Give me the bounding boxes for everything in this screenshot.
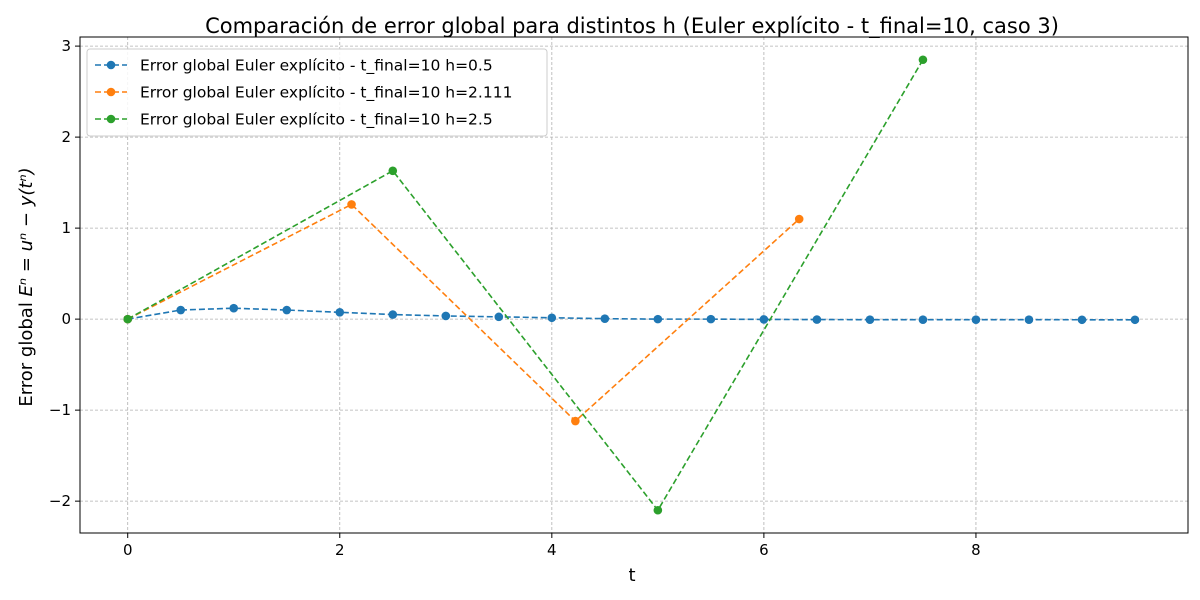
data-point — [123, 314, 133, 324]
series-layer — [123, 55, 1140, 515]
data-point — [229, 303, 239, 313]
legend-marker — [106, 114, 116, 124]
x-axis-label: t — [628, 565, 635, 586]
data-point — [388, 310, 398, 319]
legend-marker — [106, 60, 116, 70]
x-tick-label: 6 — [759, 541, 769, 559]
legend-label: Error global Euler explícito - t_final=1… — [140, 57, 493, 76]
x-axis: 0 2 4 6 8 — [123, 533, 981, 559]
legend-label: Error global Euler explícito - t_final=1… — [140, 111, 493, 130]
legend-item: Error global Euler explícito - t_final=1… — [95, 84, 512, 103]
data-point — [282, 305, 292, 315]
y-tick-label: −2 — [49, 492, 71, 510]
data-point — [653, 314, 663, 324]
data-point — [865, 315, 875, 324]
data-point — [1077, 315, 1087, 325]
data-point — [571, 416, 580, 426]
legend-box — [86, 48, 548, 137]
y-axis-label: Error global Eⁿ = uⁿ − y(tⁿ) — [16, 167, 37, 406]
series-1 — [123, 303, 1140, 325]
y-tick-label: 3 — [61, 37, 71, 55]
legend: Error global Euler explícito - t_final=1… — [86, 48, 548, 137]
y-axis-label-prefix: Error global — [16, 296, 37, 406]
data-point — [441, 311, 451, 321]
x-tick-label: 4 — [547, 541, 557, 559]
data-point — [971, 315, 981, 324]
y-tick-label: −1 — [49, 401, 71, 419]
data-point — [653, 505, 663, 515]
data-point — [600, 314, 610, 323]
series-line — [127, 59, 924, 512]
data-point — [547, 313, 557, 323]
data-point — [1024, 315, 1034, 324]
series-2 — [123, 200, 804, 426]
data-point — [794, 214, 804, 224]
series-3 — [123, 55, 928, 515]
x-tick-label: 8 — [971, 541, 981, 559]
data-point — [1130, 315, 1140, 325]
data-point — [388, 166, 398, 176]
x-tick-label: 2 — [335, 541, 345, 559]
legend-item: Error global Euler explícito - t_final=1… — [95, 57, 493, 76]
x-tick-label: 0 — [123, 541, 133, 559]
data-point — [176, 305, 186, 315]
y-axis: −2 −1 0 1 2 3 — [49, 37, 80, 510]
data-point — [918, 315, 928, 324]
data-point — [335, 308, 345, 317]
data-point — [759, 315, 769, 324]
data-point — [494, 312, 504, 322]
plot-frame — [79, 36, 1189, 534]
data-point — [918, 55, 928, 65]
y-tick-label: 0 — [61, 310, 71, 328]
y-tick-label: 1 — [61, 219, 71, 237]
y-axis-label-math: Eⁿ = uⁿ − y(tⁿ) — [16, 167, 37, 296]
chart-title: Comparación de error global para distint… — [205, 14, 1059, 39]
series-line — [127, 307, 1135, 321]
legend-item: Error global Euler explícito - t_final=1… — [95, 111, 493, 130]
y-tick-label: 2 — [61, 128, 71, 146]
data-point — [347, 200, 356, 209]
legend-marker — [106, 87, 116, 97]
legend-label: Error global Euler explícito - t_final=1… — [140, 84, 512, 103]
data-point — [812, 315, 822, 324]
data-point — [706, 314, 716, 324]
series-line — [127, 203, 800, 423]
